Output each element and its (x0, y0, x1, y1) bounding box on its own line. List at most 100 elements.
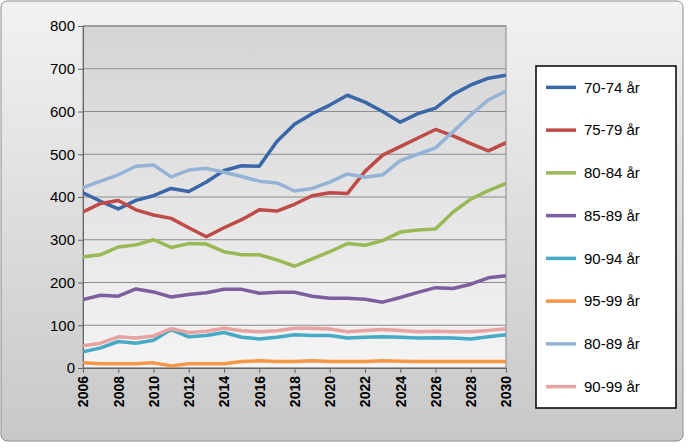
tick-mark (471, 368, 472, 373)
tick: 600 (50, 103, 83, 120)
tick-label: 100 (50, 317, 75, 334)
tick-mark (259, 368, 260, 373)
tick: 2026 (428, 368, 444, 407)
lines (83, 75, 506, 366)
tick-label: 500 (50, 146, 75, 163)
background (1, 1, 683, 441)
tick: 0 (67, 359, 83, 376)
tick: 2024 (393, 368, 409, 407)
tick-mark (436, 368, 437, 373)
tick: 2030 (498, 368, 514, 407)
tick: 2028 (463, 368, 479, 407)
grid-line (83, 325, 506, 326)
tick: 2008 (111, 368, 127, 407)
tick-mark (154, 368, 155, 373)
tick-mark (330, 368, 331, 373)
tick-label: 2018 (287, 376, 303, 407)
tick: 700 (50, 60, 83, 77)
plot-area (83, 26, 506, 368)
legend: 70-74 år 75-79 år 80-84 år 85-89 år 90-94 år… (536, 66, 676, 408)
tick-label: 2006 (75, 376, 91, 407)
tick-label: 2022 (357, 376, 373, 407)
tick: 2014 (216, 368, 232, 407)
series-line (83, 183, 506, 266)
x-axis: 2006 2008 2010 2012 2014 2016 2018 2020 2022 2024… (75, 368, 514, 407)
tick-label: 600 (50, 103, 75, 120)
legend-swatch (546, 385, 576, 389)
legend-label: 70-74 år (584, 79, 640, 96)
grid-line (83, 68, 506, 69)
tick-label: 2026 (428, 376, 444, 407)
tick-label: 0 (67, 359, 75, 376)
grid-line (83, 26, 506, 27)
tick-label: 800 (50, 17, 75, 34)
tick-mark (295, 368, 296, 373)
grid-line (83, 282, 506, 283)
legend-swatch (546, 299, 576, 303)
legend-label: 90-99 år (584, 378, 640, 395)
grid-line (83, 111, 506, 112)
axis-line (78, 27, 84, 369)
legend-swatch (546, 342, 576, 346)
tick-label: 2008 (111, 376, 127, 407)
tick: 300 (50, 231, 83, 248)
y-axis: 0 100 200 300 400 500 600 700 800 (50, 17, 84, 376)
tick-mark (78, 283, 83, 284)
tick-mark (78, 368, 83, 369)
tick-label: 2030 (498, 376, 514, 407)
legend-box (536, 66, 676, 408)
tick-mark (78, 197, 83, 198)
legend-swatch (546, 128, 576, 132)
tick: 500 (50, 146, 83, 163)
legend-swatch (546, 257, 576, 261)
legend-label: 75-79 år (584, 121, 640, 138)
tick: 2006 (75, 368, 91, 407)
tick: 200 (50, 274, 83, 291)
tick-mark (78, 240, 83, 241)
legend-label: 80-84 år (584, 164, 640, 181)
tick-label: 2024 (393, 376, 409, 407)
tick-label: 400 (50, 188, 75, 205)
legend-label: 80-89 år (584, 335, 640, 352)
tick-mark (78, 26, 83, 27)
tick-mark (189, 368, 190, 373)
legend-label: 85-89 år (584, 207, 640, 224)
tick-mark (506, 368, 507, 373)
tick-mark (224, 368, 225, 373)
tick-mark (83, 368, 84, 373)
tick-mark (365, 368, 366, 373)
tick: 400 (50, 188, 83, 205)
tick-mark (78, 154, 83, 155)
grid (83, 26, 506, 368)
tick-label: 2016 (252, 376, 268, 407)
tick-label: 700 (50, 60, 75, 77)
tick-label: 2010 (146, 376, 162, 407)
series-line (83, 75, 506, 209)
legend-swatch (546, 214, 576, 218)
tick-label: 2014 (216, 376, 232, 407)
tick-mark (118, 368, 119, 373)
tick: 2012 (181, 368, 197, 407)
tick: 2020 (322, 368, 338, 407)
legend-swatch (546, 86, 576, 90)
tick: 100 (50, 317, 83, 334)
tick: 2010 (146, 368, 162, 407)
tick-label: 300 (50, 231, 75, 248)
tick: 2016 (252, 368, 268, 407)
tick-mark (78, 325, 83, 326)
tick-mark (400, 368, 401, 373)
chart: 0 100 200 300 400 500 600 700 800 2006 2008 2010 201… (0, 0, 690, 448)
legend-label: 95-99 år (584, 292, 640, 309)
legend-label: 90-94 år (584, 250, 640, 267)
tick: 2018 (287, 368, 303, 407)
tick-label: 2020 (322, 376, 338, 407)
series-line (83, 361, 506, 366)
series-line (83, 91, 506, 191)
tick-label: 2028 (463, 376, 479, 407)
tick-label: 2012 (181, 376, 197, 407)
series-line (83, 276, 506, 303)
tick-label: 200 (50, 274, 75, 291)
legend-swatch (546, 171, 576, 175)
series-line (83, 328, 506, 346)
tick-mark (78, 112, 83, 113)
